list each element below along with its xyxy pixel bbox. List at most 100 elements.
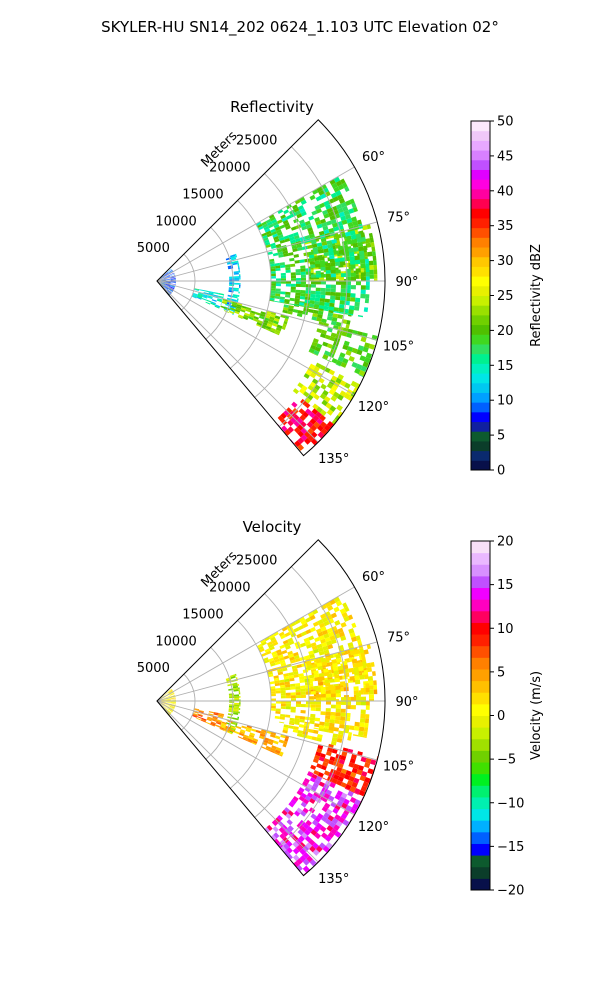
radar-gate — [268, 318, 274, 323]
radar-gate — [277, 234, 284, 239]
radar-gate — [347, 614, 354, 621]
radar-gate — [325, 789, 333, 796]
radar-gate — [307, 428, 314, 435]
radar-gate — [341, 612, 348, 619]
radar-gate — [285, 281, 291, 284]
radar-gate — [280, 634, 286, 640]
radar-gate — [320, 218, 327, 224]
radar-gate — [272, 322, 278, 328]
radar-gate — [160, 282, 166, 285]
radar-gate — [279, 716, 285, 720]
radar-gate — [314, 204, 321, 211]
radar-gate — [347, 790, 354, 797]
radar-gate — [355, 701, 361, 706]
radar-gate — [283, 642, 290, 648]
radar-gate — [238, 269, 240, 271]
radar-gate — [168, 270, 173, 274]
radar-gate — [284, 264, 291, 268]
radar-gate — [333, 824, 340, 831]
radar-gate — [266, 824, 273, 831]
radar-gate — [365, 714, 370, 719]
radar-gate — [304, 795, 312, 802]
radar-gate — [330, 740, 337, 746]
radar-gate — [170, 698, 176, 700]
radar-gate — [355, 635, 361, 641]
radar-gate — [293, 427, 301, 434]
radar-gate — [349, 790, 355, 793]
radar-gate — [301, 225, 308, 231]
radar-gate — [367, 768, 374, 775]
radar-gate — [270, 288, 276, 291]
colorbar-tick-label: 35 — [497, 219, 514, 234]
range-gridline — [254, 173, 310, 398]
radar-gate — [295, 277, 301, 281]
sector-frame — [156, 539, 386, 877]
radar-gate — [325, 262, 331, 267]
radar-gate — [360, 709, 366, 715]
radar-gate — [267, 741, 274, 746]
radar-gate — [170, 698, 176, 700]
panel-title: Reflectivity — [230, 98, 314, 116]
radar-gate — [326, 343, 333, 349]
radar-gate — [238, 270, 241, 273]
radar-gate — [248, 314, 255, 319]
radar-gate — [324, 334, 331, 340]
sector-frame — [156, 119, 386, 457]
radar-gate — [327, 831, 335, 839]
radar-gate — [289, 257, 295, 262]
radar-gate — [164, 704, 170, 708]
radar-gate — [167, 709, 172, 714]
radar-gate — [339, 296, 346, 301]
radar-gate — [354, 649, 361, 655]
radar-gate — [348, 309, 354, 315]
radar-gate — [371, 671, 376, 677]
radar-gate — [293, 254, 299, 258]
radar-gate — [330, 704, 336, 709]
radar-gate — [318, 230, 325, 236]
radar-gate — [167, 289, 172, 293]
radar-gate — [311, 240, 317, 245]
radar-gate — [293, 726, 299, 730]
radar-gate — [164, 285, 169, 290]
radar-gate — [293, 304, 299, 307]
radar-gate — [293, 420, 301, 428]
radar-gate — [206, 299, 212, 303]
range-tick-label: 20000 — [209, 581, 250, 596]
radar-gate — [309, 614, 316, 621]
radar-gate — [284, 318, 289, 322]
radar-gate — [313, 250, 319, 255]
radar-gate — [216, 719, 223, 723]
radar-gate — [246, 740, 252, 744]
radar-gate — [263, 659, 270, 664]
radar-gate — [169, 273, 175, 277]
radar-gate — [306, 661, 312, 666]
radar-gate — [165, 283, 171, 286]
radar-gate — [163, 286, 168, 290]
radar-gate — [293, 654, 300, 660]
radar-gate — [259, 313, 266, 318]
radar-gate — [305, 819, 312, 827]
radar-gate — [262, 223, 269, 229]
radar-gate — [320, 273, 326, 278]
radar-gate — [334, 803, 342, 811]
radar-gate — [320, 237, 327, 243]
radar-gate — [290, 659, 296, 664]
radar-gate — [254, 311, 261, 316]
radar-gate — [355, 696, 361, 701]
radar-gate — [276, 815, 283, 822]
radar-gate — [251, 740, 258, 745]
colorbar-segment — [471, 334, 490, 345]
radar-gate — [258, 315, 265, 320]
radar-gate — [339, 681, 346, 686]
radar-gate — [307, 771, 314, 778]
radar-gate — [163, 272, 168, 276]
radar-gate — [220, 723, 222, 726]
radar-gate — [322, 357, 327, 361]
radar-gate — [352, 662, 359, 668]
radar-gate — [315, 290, 321, 295]
radar-gate — [321, 329, 327, 335]
radar-gate — [364, 238, 371, 244]
radar-data — [159, 176, 378, 456]
radar-gate — [274, 331, 280, 336]
colorbar-segment — [471, 256, 490, 267]
